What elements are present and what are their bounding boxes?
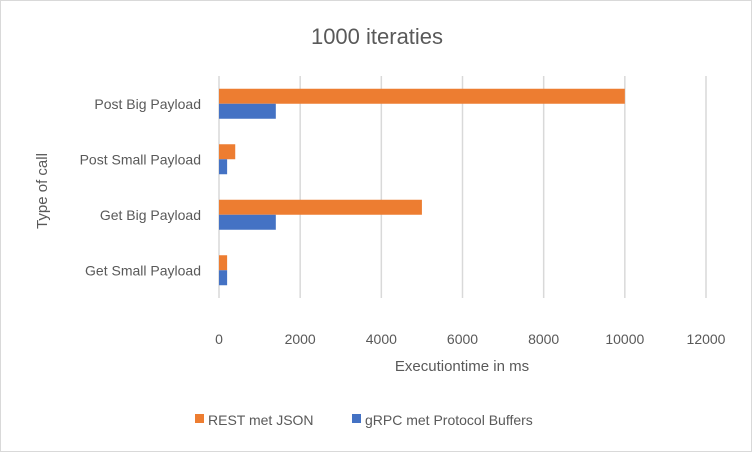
bar bbox=[219, 144, 236, 160]
legend-label: gRPC met Protocol Buffers bbox=[365, 412, 533, 428]
bar bbox=[219, 159, 228, 175]
x-tick-label: 12000 bbox=[687, 331, 726, 347]
y-axis-label: Type of call bbox=[34, 153, 51, 229]
x-tick-label: 4000 bbox=[366, 331, 397, 347]
bar bbox=[219, 214, 276, 230]
category-label: Get Big Payload bbox=[100, 207, 201, 223]
legend-label: REST met JSON bbox=[208, 412, 314, 428]
bar bbox=[219, 270, 228, 286]
x-axis-label: Executiontime in ms bbox=[395, 358, 529, 375]
category-label: Post Big Payload bbox=[94, 96, 201, 112]
category-label: Post Small Payload bbox=[80, 151, 201, 167]
x-tick-label: 6000 bbox=[447, 331, 478, 347]
bar bbox=[219, 255, 228, 271]
category-label: Get Small Payload bbox=[85, 262, 201, 278]
bar bbox=[219, 199, 422, 215]
bar bbox=[219, 88, 625, 104]
legend-swatch bbox=[352, 414, 361, 423]
x-tick-label: 10000 bbox=[605, 331, 644, 347]
bar bbox=[219, 103, 276, 119]
x-tick-label: 2000 bbox=[285, 331, 316, 347]
x-tick-label: 8000 bbox=[528, 331, 559, 347]
legend-swatch bbox=[195, 414, 204, 423]
chart-title: 1000 iteraties bbox=[311, 24, 443, 49]
x-tick-label: 0 bbox=[215, 331, 223, 347]
